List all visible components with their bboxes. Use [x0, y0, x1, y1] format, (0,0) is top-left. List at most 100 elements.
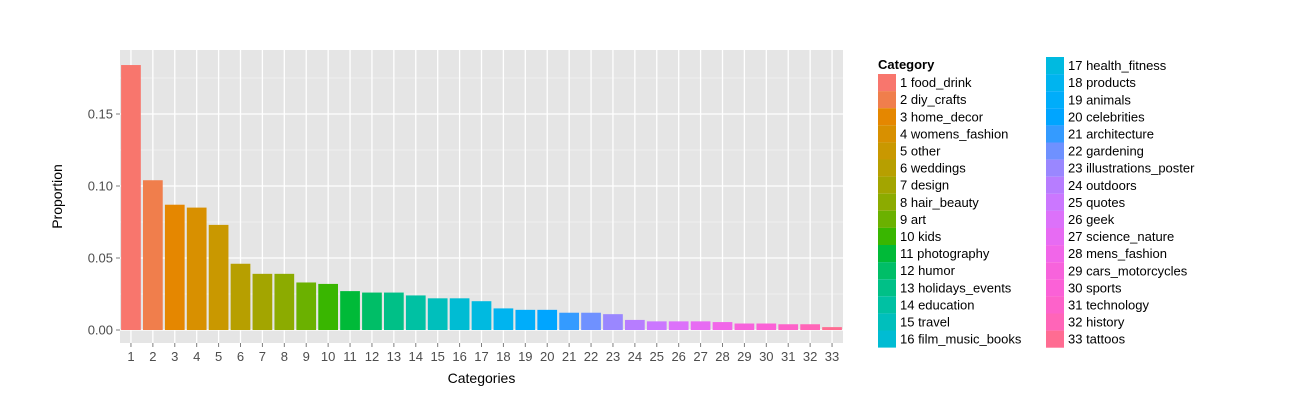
- legend-label: 10 kids: [900, 229, 942, 244]
- x-tick-label: 3: [171, 349, 178, 364]
- legend-label: 11 photography: [900, 246, 990, 261]
- x-axis-title: Categories: [448, 370, 516, 386]
- x-tick-label: 20: [540, 349, 554, 364]
- legend-label: 22 gardening: [1068, 144, 1144, 159]
- legend-label: 12 humor: [900, 263, 956, 278]
- legend-key: [878, 296, 896, 314]
- legend-key: [1046, 210, 1064, 228]
- x-tick-label: 6: [237, 349, 244, 364]
- x-tick-label: 10: [321, 349, 335, 364]
- x-tick-label: 5: [215, 349, 222, 364]
- bar-3: [164, 204, 185, 330]
- legend-label: 21 architecture: [1068, 126, 1154, 141]
- bar-10: [318, 283, 338, 330]
- legend-key: [1046, 313, 1064, 331]
- legend-label: 30 sports: [1068, 280, 1122, 295]
- bar-15: [427, 298, 448, 330]
- y-tick-label: 0.10: [88, 179, 113, 194]
- x-tick-label: 29: [737, 349, 751, 364]
- x-tick-label: 18: [496, 349, 510, 364]
- x-tick-label: 2: [149, 349, 156, 364]
- legend-key: [878, 91, 896, 109]
- legend-label: 23 illustrations_poster: [1068, 161, 1195, 176]
- legend-title: Category: [878, 57, 935, 72]
- legend-label: 8 hair_beauty: [900, 195, 979, 210]
- legend-key: [878, 159, 896, 177]
- bar-14: [405, 295, 426, 330]
- x-tick-label: 1: [127, 349, 134, 364]
- bar-27: [690, 321, 711, 330]
- legend-key: [878, 262, 896, 280]
- bar-18: [493, 308, 514, 330]
- bar-4: [186, 207, 207, 330]
- y-tick-label: 0.15: [88, 107, 113, 122]
- y-tick-label: 0.00: [88, 323, 113, 338]
- bar-7: [252, 273, 273, 330]
- legend-label: 27 science_nature: [1068, 229, 1174, 244]
- legend-key: [878, 142, 896, 160]
- legend-key: [878, 245, 896, 263]
- legend: 1 food_drink 2 diy_crafts 3 home_decor 4 wo…: [878, 57, 1195, 348]
- legend-key: [878, 125, 896, 143]
- x-tick-label: 27: [693, 349, 707, 364]
- x-tick-label: 16: [452, 349, 466, 364]
- legend-label: 18 products: [1068, 75, 1136, 90]
- bar-22: [581, 312, 601, 330]
- legend-label: 4 womens_fashion: [900, 126, 1008, 141]
- legend-key: [1046, 108, 1064, 126]
- legend-label: 15 travel: [900, 314, 950, 329]
- legend-key: [878, 176, 896, 194]
- x-tick-label: 21: [562, 349, 576, 364]
- x-tick-label: 31: [781, 349, 795, 364]
- bar-1: [121, 65, 141, 330]
- bar-33: [822, 327, 842, 330]
- legend-key: [878, 193, 896, 211]
- x-tick-label: 33: [825, 349, 839, 364]
- legend-key: [1046, 228, 1064, 246]
- x-tick-label: 32: [803, 349, 817, 364]
- bar-13: [384, 292, 404, 330]
- legend-key: [1046, 330, 1064, 348]
- x-tick-label: 4: [193, 349, 200, 364]
- legend-label: 9 art: [900, 212, 926, 227]
- legend-key: [878, 279, 896, 297]
- bar-29: [734, 323, 755, 330]
- bar-9: [296, 282, 317, 330]
- x-tick-label: 25: [650, 349, 664, 364]
- legend-label: 20 celebrities: [1068, 109, 1145, 124]
- legend-key: [878, 313, 896, 331]
- x-tick-label: 8: [281, 349, 288, 364]
- legend-label: 28 mens_fashion: [1068, 246, 1167, 261]
- bar-5: [208, 224, 229, 330]
- legend-key: [1046, 262, 1064, 280]
- legend-key: [1046, 176, 1064, 194]
- x-tick-label: 22: [584, 349, 598, 364]
- legend-key: [1046, 159, 1064, 177]
- legend-label: 14 education: [900, 297, 974, 312]
- bars: [121, 65, 842, 330]
- x-tick-label: 9: [303, 349, 310, 364]
- legend-label: 5 other: [900, 143, 941, 158]
- legend-key: [1046, 279, 1064, 297]
- x-tick-label: 26: [671, 349, 685, 364]
- x-tick-label: 11: [343, 349, 357, 364]
- legend-key: [1046, 193, 1064, 211]
- x-tick-label: 23: [606, 349, 620, 364]
- legend-key: [878, 108, 896, 126]
- bar-6: [230, 263, 251, 330]
- legend-label: 2 diy_crafts: [900, 92, 967, 107]
- bar-19: [515, 309, 536, 330]
- legend-label: 17 health_fitness: [1068, 58, 1167, 73]
- x-axis-ticks: 1 2 3 4 5 6 7 8 9 10 11 12 13 14 15 16 17 18 19 20 21 22 23 24 2…: [127, 343, 839, 364]
- bar-8: [274, 273, 295, 330]
- bar-12: [362, 292, 382, 330]
- legend-key: [878, 210, 896, 228]
- legend-label: 3 home_decor: [900, 109, 984, 124]
- bar-28: [712, 322, 733, 330]
- bar-17: [471, 301, 492, 330]
- x-tick-label: 12: [365, 349, 379, 364]
- x-tick-label: 19: [518, 349, 532, 364]
- bar-2: [143, 180, 163, 330]
- legend-label: 25 quotes: [1068, 195, 1126, 210]
- x-tick-label: 30: [759, 349, 773, 364]
